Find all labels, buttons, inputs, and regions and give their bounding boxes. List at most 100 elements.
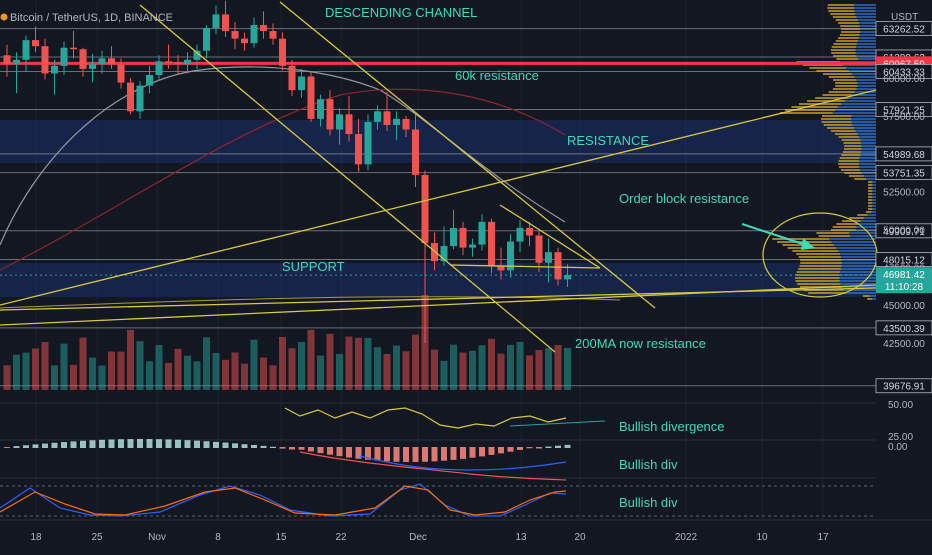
profile-bar-up xyxy=(830,49,856,51)
profile-bar-up xyxy=(842,151,862,153)
price-axis[interactable]: 63262.5261390.6360967.5960433.3357921.25… xyxy=(875,21,932,394)
volume-bar xyxy=(317,355,324,390)
profile-bar-down xyxy=(872,187,876,189)
macd-histogram-bar xyxy=(222,442,229,448)
candle-body xyxy=(174,62,182,65)
macd-histogram-bar xyxy=(279,447,286,449)
candle-body xyxy=(507,241,514,271)
volume-bar xyxy=(383,354,391,390)
profile-bar-down xyxy=(840,271,876,273)
profile-bar-down xyxy=(867,214,876,216)
profile-bar-up xyxy=(800,262,842,264)
volume-bar xyxy=(355,337,362,390)
time-axis-label: 20 xyxy=(574,532,586,543)
profile-bar-down xyxy=(851,118,876,120)
candle-body xyxy=(516,227,524,242)
profile-bar-up xyxy=(844,145,862,147)
candle-body xyxy=(3,55,11,65)
indicator-panes: 50.00 25.000.00 xyxy=(0,400,932,521)
profile-bar-down xyxy=(857,133,876,135)
profile-bar-down xyxy=(859,22,876,24)
time-axis-label: 15 xyxy=(275,532,287,543)
time-axis-label: 17 xyxy=(817,532,829,543)
macd-histogram-bar xyxy=(564,444,571,448)
macd-histogram-bar xyxy=(346,447,352,458)
macd-histogram-bar xyxy=(232,443,238,448)
profile-bar-up xyxy=(831,52,856,54)
profile-bar-down xyxy=(829,238,876,240)
profile-bar-up xyxy=(832,16,857,18)
resistance-zone xyxy=(0,120,876,163)
volume-bar xyxy=(459,352,467,390)
profile-bar-down xyxy=(861,142,876,144)
macd-histogram-bar xyxy=(336,447,343,457)
profile-bar-up xyxy=(816,232,850,234)
time-axis-label: 25 xyxy=(91,532,103,543)
profile-bar-down xyxy=(841,286,876,288)
profile-bar-up xyxy=(830,13,856,15)
profile-bar-up xyxy=(802,64,843,66)
profile-bar-up xyxy=(799,265,842,267)
profile-bar-down xyxy=(858,163,876,165)
time-axis[interactable]: 18 25 Nov 8 15 22 Dec 13 20 2022 10 17 xyxy=(30,532,829,543)
price-level-value: 49909.71 xyxy=(883,227,925,238)
profile-bar-up xyxy=(798,256,842,258)
volume-bar xyxy=(70,364,77,390)
volume-bar xyxy=(412,334,419,390)
profile-bar-down xyxy=(859,34,876,36)
profile-bar-down xyxy=(860,139,876,141)
trend-line xyxy=(499,204,601,269)
macd-histogram-bar xyxy=(203,441,210,448)
candle-body xyxy=(260,25,267,32)
candle-body xyxy=(431,243,438,262)
price-level-tag xyxy=(875,146,932,162)
macd-histogram-bar xyxy=(61,442,67,448)
profile-bar-up xyxy=(818,235,851,237)
profile-bar-down xyxy=(863,217,876,219)
profile-bar-up xyxy=(836,223,859,225)
price-level-value: 57921.25 xyxy=(883,105,925,116)
rsi-divergence-line xyxy=(509,420,606,427)
profile-bar-down xyxy=(854,76,876,78)
order-block-arrow-head xyxy=(801,238,815,250)
candle-body xyxy=(478,221,486,245)
price-level-value: 54989.68 xyxy=(883,150,925,161)
profile-bar-down xyxy=(857,85,876,87)
trend-line xyxy=(279,1,656,309)
profile-bar-down xyxy=(859,25,876,27)
profile-bar-down xyxy=(856,226,876,228)
profile-bar-up xyxy=(868,193,873,195)
macd-histogram-bar xyxy=(479,447,485,457)
profile-bar-up xyxy=(868,208,873,210)
volume-bar xyxy=(79,337,87,390)
profile-bar-down xyxy=(856,88,876,90)
profile-bar-down xyxy=(832,112,876,114)
macd-histogram-bar xyxy=(23,445,29,448)
profile-bar-down xyxy=(836,247,876,249)
candle-body xyxy=(554,252,562,280)
profile-bar-up xyxy=(830,130,856,132)
volume-bar xyxy=(51,365,58,390)
price-axis-label: 45000.00 xyxy=(883,301,925,312)
candle-body xyxy=(336,114,343,130)
price-level-value: 53751.35 xyxy=(883,169,925,180)
profile-bar-up xyxy=(832,88,857,90)
volume-bar xyxy=(32,348,39,390)
profile-bar-down xyxy=(854,10,876,12)
macd-histogram-bar xyxy=(441,447,447,461)
macd-histogram-bar xyxy=(460,447,466,459)
resistance-60k-label: 60k resistance xyxy=(455,68,539,83)
price-axis-label: 52500.00 xyxy=(883,188,925,199)
volume-bar xyxy=(250,339,258,390)
macd-histogram-bar xyxy=(431,447,438,462)
profile-bar-down xyxy=(838,250,876,252)
macd-axis-label: 0.00 xyxy=(888,442,908,453)
price-axis-label: 60000.00 xyxy=(883,74,925,85)
support-label: SUPPORT xyxy=(282,259,345,274)
macd-histogram-bar xyxy=(4,447,10,448)
volume-bar xyxy=(269,365,277,390)
candle-body xyxy=(535,235,543,263)
volume-bar xyxy=(127,329,134,390)
